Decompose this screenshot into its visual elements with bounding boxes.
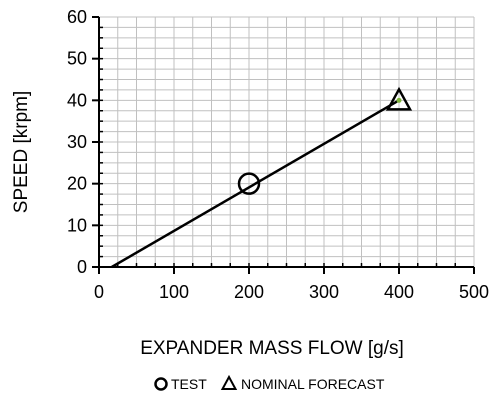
trend-line-layer xyxy=(111,99,400,269)
y-axis-title: SPEED [krpm] xyxy=(11,91,32,213)
tick-labels: 0 10 20 30 40 50 60 0 100 200 300 400 500 xyxy=(67,7,489,302)
y-tick-label: 40 xyxy=(67,90,87,110)
y-tick-label: 60 xyxy=(67,7,87,27)
x-tick-label: 0 xyxy=(94,282,104,302)
axes xyxy=(92,16,475,274)
y-tick-label: 10 xyxy=(67,215,87,235)
legend-circle-marker xyxy=(154,377,168,391)
y-tick-label: 30 xyxy=(67,132,87,152)
forecast-point-triangle xyxy=(385,86,413,111)
y-tick-label: 20 xyxy=(67,174,87,194)
x-tick-label: 400 xyxy=(384,282,414,302)
x-tick-label: 200 xyxy=(234,282,264,302)
forecast-point-center xyxy=(396,97,402,103)
grid xyxy=(99,16,475,267)
trend-line xyxy=(111,99,400,269)
y-tick-label: 50 xyxy=(67,49,87,69)
x-tick-label: 300 xyxy=(309,282,339,302)
test-point-circle xyxy=(237,172,261,195)
data-markers xyxy=(237,86,413,195)
x-tick-label: 100 xyxy=(159,282,189,302)
x-axis-title: EXPANDER MASS FLOW [g/s] xyxy=(140,338,404,359)
legend-triangle-marker xyxy=(220,374,238,390)
x-tick-label: 500 xyxy=(459,282,489,302)
legend-label-test: TEST xyxy=(171,376,207,392)
legend: TEST NOMINAL FORECAST xyxy=(154,374,385,392)
legend-label-nominal-forecast: NOMINAL FORECAST xyxy=(241,376,385,392)
y-tick-label: 0 xyxy=(77,257,87,277)
